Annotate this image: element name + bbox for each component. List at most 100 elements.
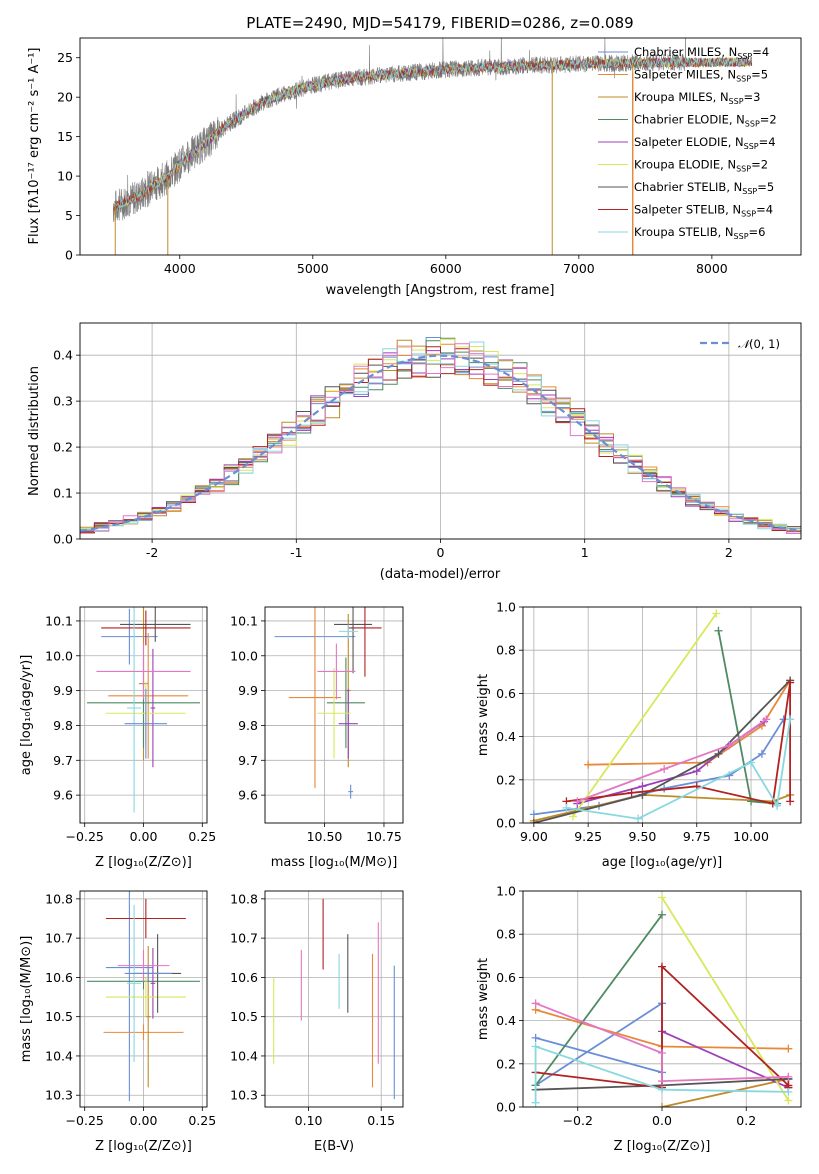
- weight-marker: [531, 999, 540, 1008]
- spectrum-axes: [76, 57, 713, 259]
- weight-series-line: [576, 718, 767, 803]
- x-tick-label: 2: [725, 545, 733, 560]
- y-tick-label: 10.6: [45, 970, 73, 985]
- weight-marker: [627, 788, 636, 797]
- weight-marker: [757, 749, 766, 758]
- weight-marker: [784, 1072, 793, 1081]
- x-tick-label: 0.00: [130, 829, 158, 844]
- y-tick-label: 9.6: [53, 788, 73, 803]
- weight-marker: [531, 1098, 540, 1107]
- x-axis-label: wavelength [Angstrom, rest frame]: [326, 283, 555, 298]
- weight-marker: [660, 765, 669, 773]
- weight-marker: [773, 801, 782, 810]
- x-tick-label: -1: [290, 545, 302, 560]
- legend-entry: Chabrier STELIB, NSSP=5: [634, 180, 774, 196]
- y-axis-label: mass [log₁₀(M/M⊙)]: [19, 936, 34, 1063]
- y-tick-label: 0.4: [496, 729, 516, 744]
- y-tick-label: 10.5: [45, 1009, 73, 1024]
- y-tick-label: 0.0: [496, 1100, 516, 1115]
- x-axis-label: mass [log₁₀(M/M⊙)]: [271, 855, 398, 870]
- y-tick-label: 10.8: [45, 891, 73, 906]
- weight-marker: [784, 1087, 793, 1096]
- axes-frame: [79, 37, 802, 256]
- y-tick-label: 10.7: [230, 931, 258, 946]
- z-mass-points: [87, 891, 200, 1102]
- weight-series-line: [535, 1002, 789, 1083]
- weight-marker: [714, 626, 723, 635]
- model-spectrum-line: [113, 56, 753, 209]
- weight-series-line: [566, 682, 791, 805]
- x-tick-label: 8000: [696, 261, 728, 276]
- x-tick-label: 10.50: [307, 829, 343, 844]
- weight-marker: [786, 715, 795, 724]
- spectrum-title: PLATE=2490, MJD=54179, FIBERID=0286, z=0…: [246, 14, 633, 32]
- z-age-points: [87, 607, 200, 813]
- y-tick-label: 10.3: [45, 1088, 73, 1103]
- x-tick-label: 0.15: [367, 1113, 395, 1128]
- legend-entry: 𝒩(0, 1): [738, 337, 780, 351]
- x-axis-label: Z [log₁₀(Z/Z⊙)]: [614, 1139, 711, 1154]
- model-spectrum-line: [112, 56, 753, 212]
- legend-entry: Salpeter STELIB, NSSP=4: [634, 203, 773, 219]
- age-weight-lines: [529, 609, 795, 823]
- y-tick-label: 0.0: [496, 816, 516, 831]
- y-tick-label: 0.2: [53, 440, 73, 455]
- x-tick-label: 0.10: [295, 1113, 323, 1128]
- y-tick-label: 10.1: [230, 613, 258, 628]
- weight-series-line: [661, 1078, 789, 1107]
- axes-frame: [79, 322, 802, 540]
- weight-marker: [692, 767, 701, 776]
- legend-entry: Kroupa ELODIE, NSSP=2: [634, 158, 768, 174]
- y-axis-label: Flux [fλ10⁻¹⁷ erg cm⁻² s⁻¹ A⁻¹]: [27, 48, 42, 245]
- weight-marker: [638, 782, 647, 791]
- x-tick-label: 10.00: [733, 829, 769, 844]
- axes-frame: [79, 606, 208, 824]
- y-tick-label: 10.5: [230, 1009, 258, 1024]
- x-tick-label: 0.0: [652, 1113, 672, 1128]
- weight-marker: [658, 1085, 666, 1094]
- weight-marker: [573, 797, 582, 806]
- weight-marker: [712, 609, 721, 618]
- y-tick-label: 0.4: [53, 348, 73, 363]
- legend-entry: Salpeter ELODIE, NSSP=4: [634, 135, 776, 151]
- y-tick-label: 1.0: [496, 600, 516, 615]
- y-tick-label: 9.8: [53, 718, 73, 733]
- x-axis-label: Z [log₁₀(Z/Z⊙)]: [95, 855, 192, 870]
- x-tick-label: 10.75: [366, 829, 402, 844]
- x-tick-label: −0.25: [66, 829, 104, 844]
- y-tick-label: 10.8: [230, 891, 258, 906]
- axes-frame: [522, 890, 802, 1108]
- weight-marker: [658, 962, 666, 971]
- x-axis-label: (data-model)/error: [380, 567, 501, 582]
- z-weight-lines: [531, 893, 793, 1107]
- weight-series-line: [572, 612, 718, 818]
- y-tick-label: 10.7: [45, 931, 73, 946]
- y-tick-label: 9.9: [238, 683, 258, 698]
- y-tick-label: 9.9: [53, 683, 73, 698]
- weight-marker: [568, 812, 577, 821]
- y-tick-label: 0.8: [496, 643, 516, 658]
- weight-series-line: [533, 793, 791, 822]
- gaussian-curve: [80, 354, 801, 532]
- y-tick-label: 0.1: [53, 486, 73, 501]
- x-tick-label: −0.2: [563, 1113, 593, 1128]
- y-tick-label: 0.8: [496, 927, 516, 942]
- x-tick-label: 0.00: [130, 1113, 158, 1128]
- weight-series-line: [533, 679, 791, 823]
- mass-age-points: [274, 607, 382, 799]
- y-tick-label: 9.7: [238, 753, 258, 768]
- weight-series-line: [534, 914, 663, 1086]
- x-tick-label: 9.75: [683, 829, 711, 844]
- weight-marker: [714, 749, 723, 758]
- x-tick-label: 9.50: [629, 829, 657, 844]
- x-tick-label: 1: [581, 545, 589, 560]
- y-tick-label: 10.4: [230, 1048, 258, 1063]
- x-tick-label: 9.00: [520, 829, 548, 844]
- x-tick-label: 5000: [297, 261, 329, 276]
- legend-entry: Chabrier MILES, NSSP=4: [634, 45, 769, 61]
- y-tick-label: 1.0: [496, 884, 516, 899]
- weight-marker: [784, 1044, 793, 1053]
- x-tick-label: 0: [437, 545, 445, 560]
- weight-marker: [725, 741, 734, 750]
- y-tick-label: 5: [65, 208, 73, 223]
